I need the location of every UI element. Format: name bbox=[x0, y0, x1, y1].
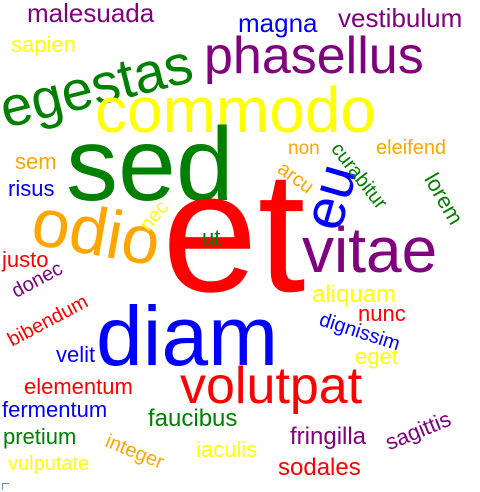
word-diam: diam bbox=[96, 289, 279, 383]
word-risus: risus bbox=[8, 176, 55, 201]
word-et: et bbox=[162, 136, 306, 328]
word-aliquam: aliquam bbox=[312, 281, 397, 308]
word-eleifend: eleifend bbox=[376, 137, 447, 159]
word-ut: ut bbox=[202, 225, 221, 250]
word-elementum: elementum bbox=[24, 374, 133, 399]
word-commodo: commodo bbox=[95, 74, 376, 146]
word-faucibus: faucibus bbox=[148, 405, 238, 432]
word-magna: magna bbox=[238, 8, 318, 38]
word-justo: justo bbox=[2, 247, 49, 272]
word-integer: integer bbox=[102, 430, 168, 474]
word-volutpat: volutpat bbox=[180, 357, 363, 415]
corner-bracket-icon bbox=[2, 483, 9, 490]
word-nunc: nunc bbox=[358, 301, 406, 326]
word-iaculis: iaculis bbox=[196, 437, 258, 462]
word-sapien: sapien bbox=[11, 32, 76, 57]
word-sagittis: sagittis bbox=[381, 406, 455, 455]
word-velit: velit bbox=[56, 342, 96, 367]
word-non: non bbox=[288, 138, 320, 159]
word-malesuada: malesuada bbox=[27, 0, 155, 28]
word-vestibulum: vestibulum bbox=[338, 3, 463, 33]
word-fringilla: fringilla bbox=[290, 423, 367, 450]
word-vulputate: vulputate bbox=[8, 453, 90, 475]
word-pretium: pretium bbox=[3, 424, 77, 449]
word-eget: eget bbox=[355, 344, 398, 369]
word-sed: sed bbox=[66, 107, 234, 223]
word-sodales: sodales bbox=[278, 454, 361, 481]
word-phasellus: phasellus bbox=[204, 27, 424, 85]
word-sem: sem bbox=[15, 149, 57, 174]
word-vitae: vitae bbox=[302, 214, 438, 286]
word-fermentum: fermentum bbox=[2, 397, 108, 422]
